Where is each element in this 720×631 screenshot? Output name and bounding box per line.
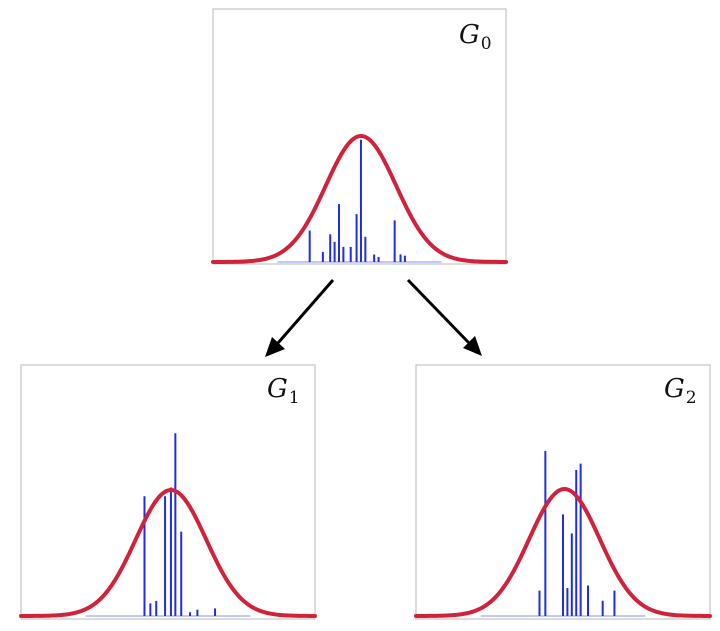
panel-g0-label-letter: G <box>459 20 480 50</box>
arrow-to-g1-head <box>265 337 285 357</box>
panel-g1-gaussian-curve <box>19 488 317 618</box>
panel-g0-label: G0 <box>459 20 492 54</box>
panel-g1-label-subscript: 1 <box>289 388 300 408</box>
panel-g1-label: G1 <box>267 374 300 408</box>
panel-g2-gaussian-curve <box>414 487 712 618</box>
panel-g0: G0 <box>211 8 508 265</box>
panel-g0-gaussian-curve <box>211 134 508 264</box>
panel-g2: G2 <box>414 364 712 620</box>
panel-g1-label-letter: G <box>267 374 288 404</box>
panel-g1: G1 <box>19 364 317 620</box>
arrow-to-g1 <box>265 279 335 357</box>
arrow-to-g2-head <box>463 336 482 356</box>
panel-g2-label: G2 <box>664 374 697 408</box>
panel-g2-label-letter: G <box>664 374 685 404</box>
panel-g0-label-subscript: 0 <box>481 34 492 54</box>
panel-g1-spikes <box>85 433 251 617</box>
arrow-to-g2-shaft <box>406 278 471 345</box>
panel-g0-spikes <box>277 139 442 263</box>
panel-g2-label-subscript: 2 <box>686 388 697 408</box>
arrow-to-g2 <box>406 278 482 356</box>
arrow-to-g1-shaft <box>276 279 335 344</box>
